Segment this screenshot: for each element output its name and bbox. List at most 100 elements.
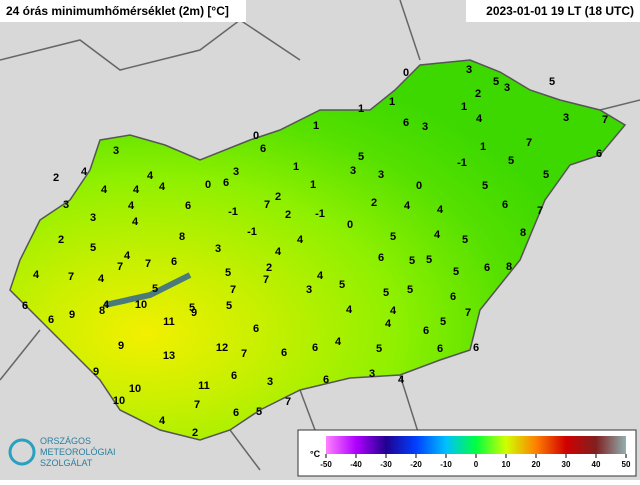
station-value: 6 bbox=[253, 323, 259, 335]
station-value: 7 bbox=[264, 199, 270, 211]
station-value: 10 bbox=[113, 395, 125, 407]
station-value: 6 bbox=[450, 291, 456, 303]
station-value: 5 bbox=[152, 283, 158, 295]
station-value: 6 bbox=[596, 148, 602, 160]
station-value: 9 bbox=[93, 366, 99, 378]
station-value: 5 bbox=[482, 180, 488, 192]
station-value: 11 bbox=[163, 316, 175, 328]
station-value: 3 bbox=[466, 64, 472, 76]
station-value: -1 bbox=[228, 206, 238, 218]
station-value: 0 bbox=[205, 179, 211, 191]
station-value: 8 bbox=[99, 305, 105, 317]
station-value: 10 bbox=[129, 383, 141, 395]
station-value: 6 bbox=[231, 370, 237, 382]
station-value: 3 bbox=[504, 82, 510, 94]
borders bbox=[0, 0, 640, 471]
station-value: 11 bbox=[198, 380, 210, 392]
station-value: 6 bbox=[233, 407, 239, 419]
date-box bbox=[466, 0, 640, 22]
station-value: 6 bbox=[484, 262, 490, 274]
tick-label: -20 bbox=[410, 460, 422, 469]
station-value: 4 bbox=[335, 336, 342, 348]
station-value: 4 bbox=[132, 216, 139, 228]
station-value: 3 bbox=[215, 243, 221, 255]
station-value: 9 bbox=[118, 340, 124, 352]
station-value: 5 bbox=[543, 169, 549, 181]
station-value: 1 bbox=[461, 101, 467, 113]
tick-label: 20 bbox=[532, 460, 541, 469]
station-value: 5 bbox=[453, 266, 459, 278]
station-value: 8 bbox=[506, 261, 512, 273]
station-value: 2 bbox=[371, 197, 377, 209]
station-value: 1 bbox=[389, 96, 395, 108]
station-value: 7 bbox=[117, 261, 123, 273]
station-value: -1 bbox=[315, 208, 325, 220]
station-value: 4 bbox=[124, 250, 131, 262]
station-value: 9 bbox=[69, 309, 75, 321]
station-value: 6 bbox=[378, 252, 384, 264]
station-value: 4 bbox=[81, 166, 88, 178]
tick-label: 50 bbox=[622, 460, 631, 469]
logo-text: METEOROLÓGIAI bbox=[40, 447, 116, 457]
station-value: 10 bbox=[135, 299, 147, 311]
station-value: 7 bbox=[145, 258, 151, 270]
title: 24 órás minimumhőmérséklet (2m) [°C] bbox=[6, 4, 229, 18]
title-box bbox=[0, 0, 246, 22]
tick-label: -40 bbox=[350, 460, 362, 469]
station-value: 4 bbox=[437, 204, 444, 216]
station-value: 2 bbox=[266, 262, 272, 274]
station-value: 6 bbox=[323, 374, 329, 386]
tick-label: 30 bbox=[562, 460, 571, 469]
station-value: 5 bbox=[189, 302, 195, 314]
logo-text: ORSZÁGOS bbox=[40, 436, 91, 446]
station-value: 4 bbox=[101, 184, 108, 196]
station-value: 5 bbox=[462, 234, 468, 246]
lake bbox=[104, 272, 192, 308]
tick-label: 10 bbox=[502, 460, 511, 469]
tick-label: -10 bbox=[440, 460, 452, 469]
station-value: 7 bbox=[230, 284, 236, 296]
station-value: 3 bbox=[63, 199, 69, 211]
station-value: 4 bbox=[159, 181, 166, 193]
station-value: 4 bbox=[404, 200, 411, 212]
station-value: 2 bbox=[53, 172, 59, 184]
station-value: 1 bbox=[310, 179, 316, 191]
station-value: 3 bbox=[422, 121, 428, 133]
station-value: 4 bbox=[390, 305, 397, 317]
station-value: 0 bbox=[416, 180, 422, 192]
station-value: 3 bbox=[233, 166, 239, 178]
station-value: 0 bbox=[253, 130, 259, 142]
station-value: 6 bbox=[171, 256, 177, 268]
station-value: 6 bbox=[403, 117, 409, 129]
tick-label: 0 bbox=[474, 460, 479, 469]
station-value: 4 bbox=[398, 374, 405, 386]
station-value: 6 bbox=[22, 300, 28, 312]
station-value: 4 bbox=[128, 200, 135, 212]
station-value: 5 bbox=[256, 406, 262, 418]
station-value: 4 bbox=[476, 113, 483, 125]
station-value: 6 bbox=[473, 342, 479, 354]
station-value: 6 bbox=[260, 143, 266, 155]
station-value: 4 bbox=[317, 270, 324, 282]
station-value: 2 bbox=[475, 88, 481, 100]
station-value: 8 bbox=[520, 227, 526, 239]
station-value: 4 bbox=[434, 229, 441, 241]
station-value: 5 bbox=[376, 343, 382, 355]
legend-unit: °C bbox=[310, 449, 321, 459]
station-value: 4 bbox=[346, 304, 353, 316]
station-value: 3 bbox=[369, 368, 375, 380]
colorbar bbox=[326, 436, 626, 454]
station-value: 4 bbox=[297, 234, 304, 246]
station-value: -1 bbox=[457, 157, 467, 169]
station-value: 2 bbox=[285, 209, 291, 221]
station-value: 0 bbox=[403, 67, 409, 79]
station-value: 2 bbox=[58, 234, 64, 246]
station-value: 5 bbox=[508, 155, 514, 167]
station-value: 4 bbox=[133, 184, 140, 196]
station-value: 5 bbox=[226, 300, 232, 312]
station-value: 7 bbox=[526, 137, 532, 149]
station-value: 3 bbox=[267, 376, 273, 388]
tick-label: -30 bbox=[380, 460, 392, 469]
